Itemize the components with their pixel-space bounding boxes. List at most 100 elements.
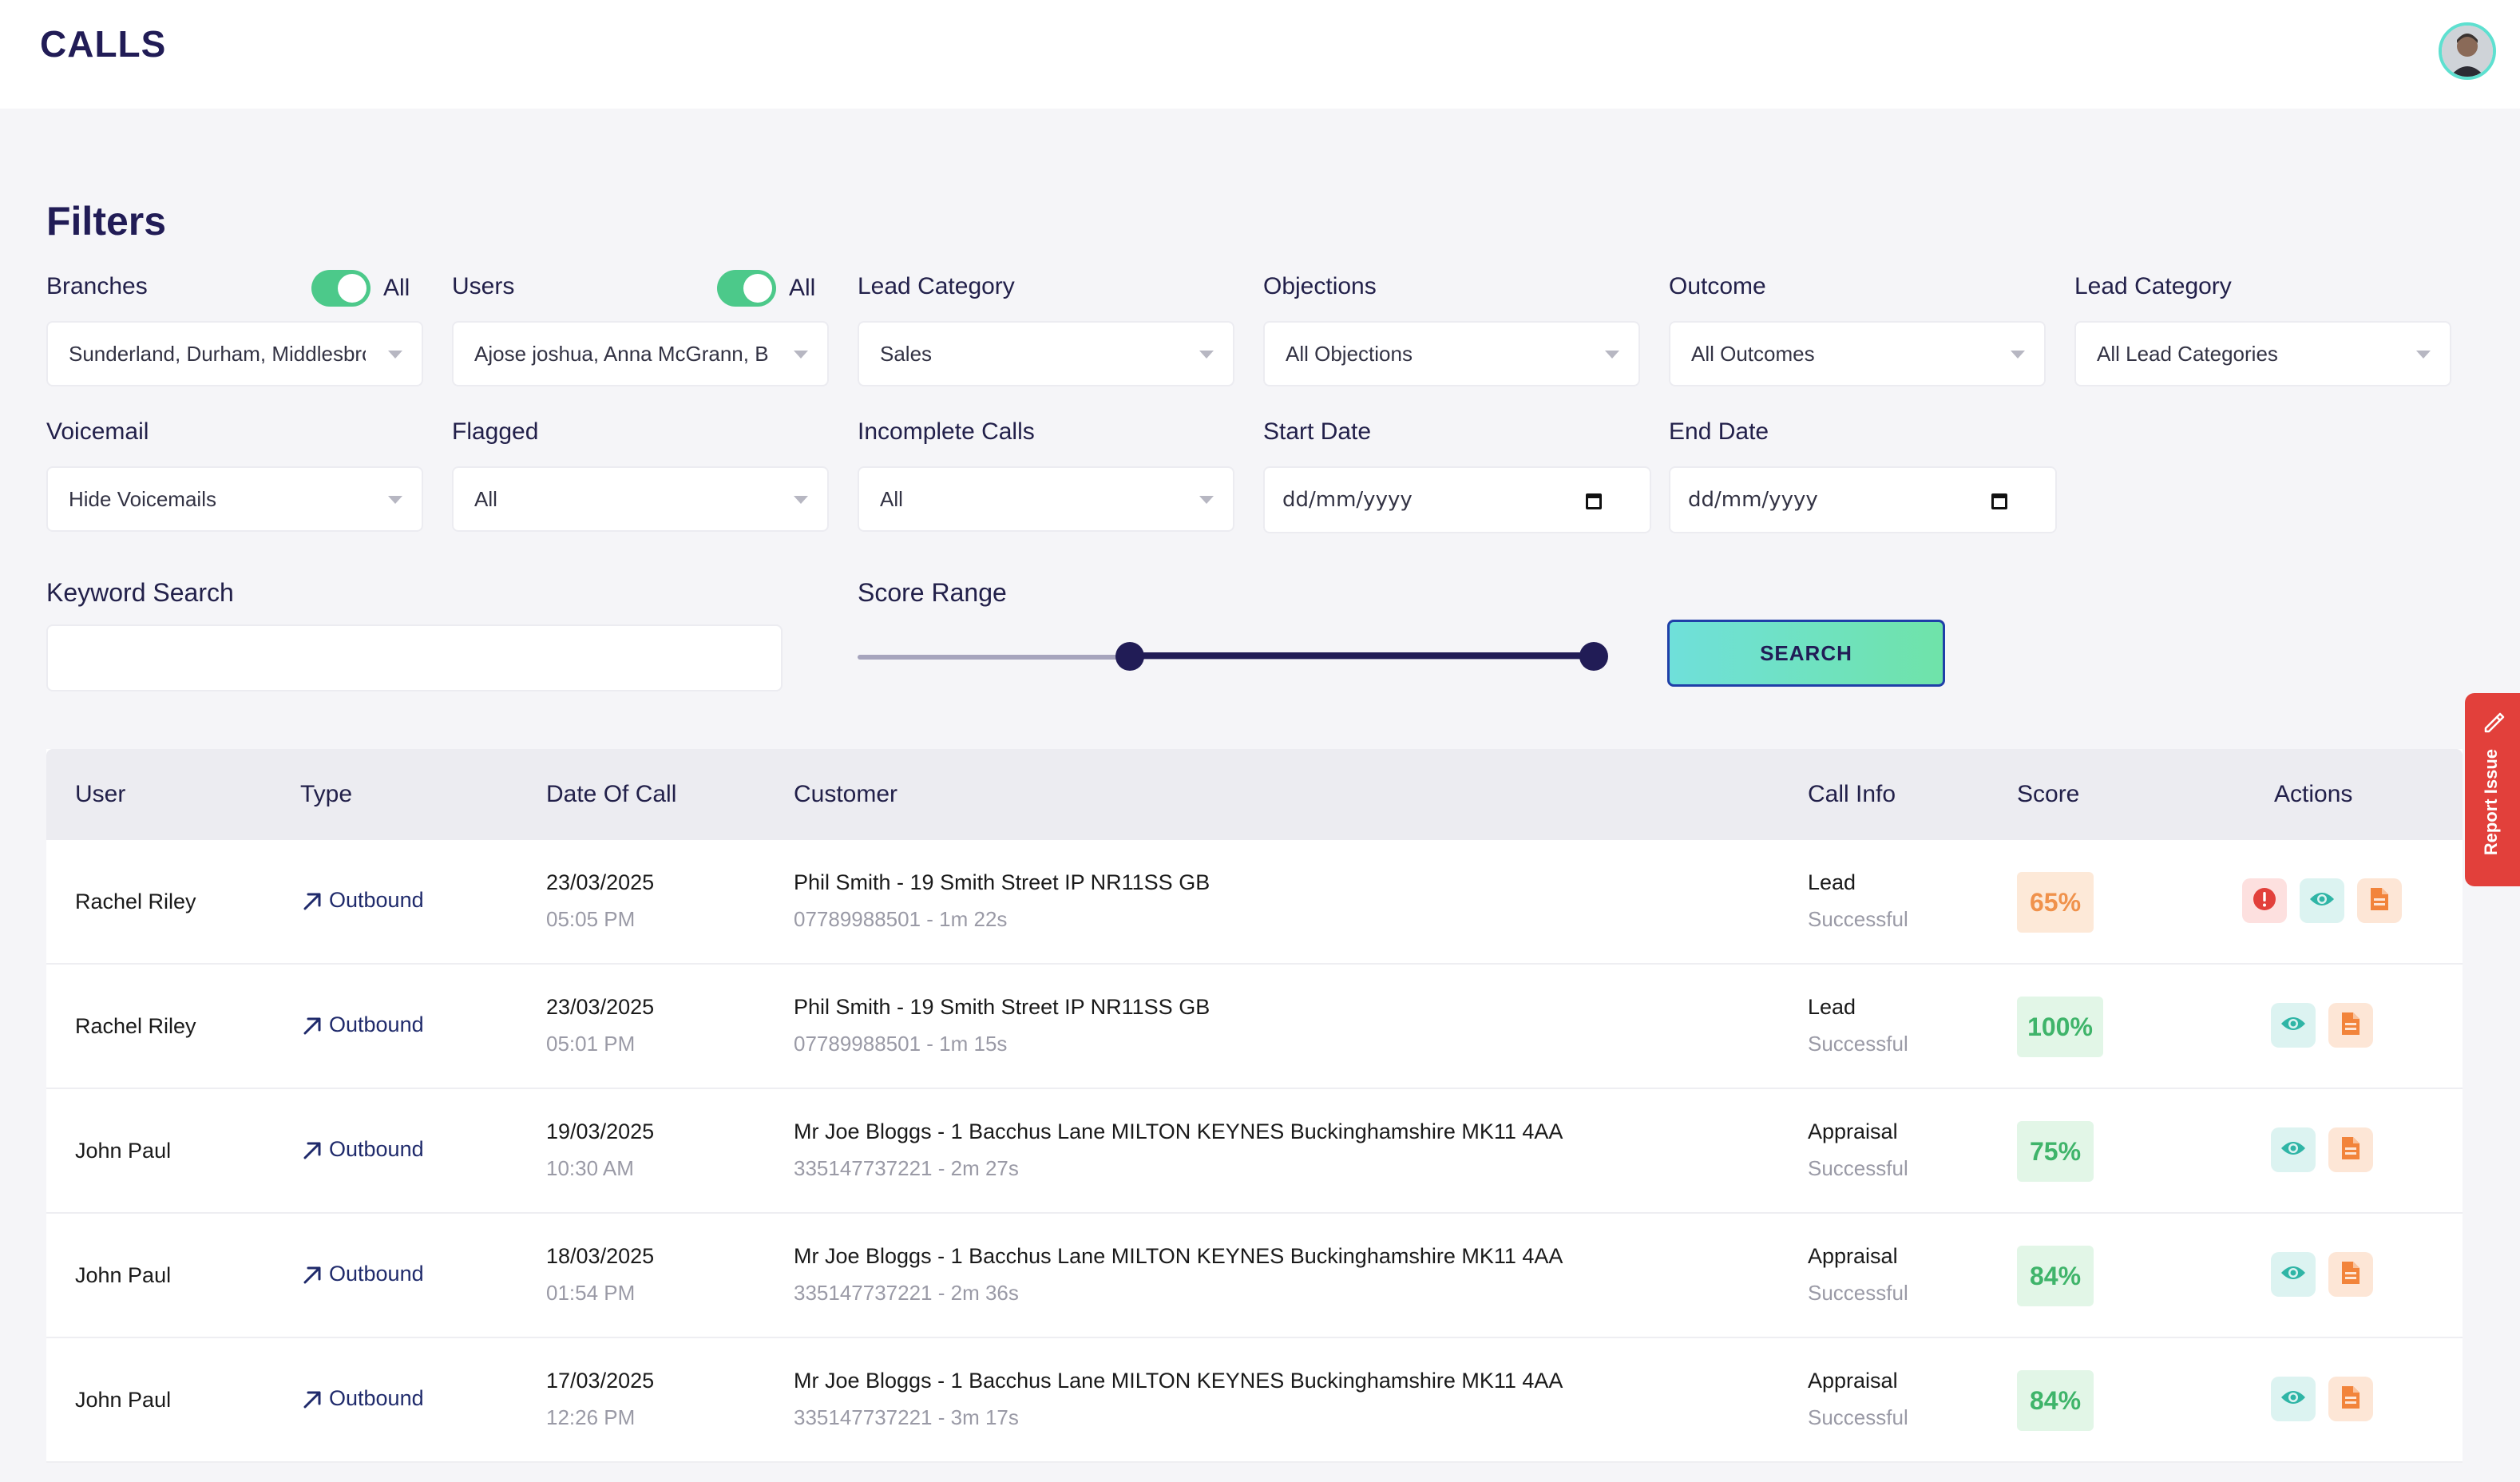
outcome-select[interactable]: All Outcomes	[1669, 321, 2046, 386]
row-call-info: Lead	[1808, 870, 1856, 894]
score-badge: 84%	[2017, 1246, 2094, 1306]
chevron-down-icon	[388, 496, 402, 504]
alert-icon	[2252, 886, 2277, 916]
search-button[interactable]: SEARCH	[1667, 620, 1945, 687]
calendar-icon[interactable]	[1991, 493, 2007, 509]
report-button[interactable]	[2328, 1127, 2373, 1172]
table-row[interactable]: John Paul Outbound 19/03/2025 10:30 AM Mr Jo…	[46, 1089, 2463, 1214]
users-all-toggle[interactable]	[717, 270, 776, 307]
chevron-down-icon	[794, 351, 808, 359]
report-button[interactable]	[2357, 878, 2402, 923]
document-icon	[2340, 1385, 2361, 1414]
report-button[interactable]	[2328, 1377, 2373, 1421]
chevron-down-icon	[2011, 351, 2025, 359]
row-customer-sub: 335147737221 - 2m 27s	[794, 1156, 1019, 1180]
outcome-label: Outcome	[1669, 273, 1766, 299]
row-user: Rachel Riley	[75, 890, 196, 913]
col-score[interactable]: Score	[2017, 781, 2080, 807]
avatar[interactable]	[2439, 22, 2496, 80]
row-type: Outbound	[300, 1137, 424, 1162]
row-type-label: Outbound	[329, 1012, 424, 1036]
lead-category-value: Sales	[880, 341, 933, 366]
arrow-up-right-icon	[303, 1391, 321, 1408]
branches-select[interactable]: Sunderland, Durham, Middlesbrough	[46, 321, 423, 386]
branches-all-toggle[interactable]	[311, 270, 370, 307]
table-row[interactable]: John Paul Outbound 17/03/2025 12:26 PM Mr Jo…	[46, 1338, 2463, 1463]
row-type-label: Outbound	[329, 888, 424, 912]
row-type-label: Outbound	[329, 1262, 424, 1286]
chevron-down-icon	[1605, 351, 1619, 359]
row-time: 05:05 PM	[546, 907, 636, 931]
chevron-down-icon	[388, 351, 402, 359]
voicemail-select[interactable]: Hide Voicemails	[46, 466, 423, 532]
objections-select[interactable]: All Objections	[1263, 321, 1640, 386]
view-call-button[interactable]	[2271, 1252, 2316, 1297]
row-call-status: Successful	[1808, 1032, 1908, 1056]
users-select[interactable]: Ajose joshua, Anna McGrann, B	[452, 321, 829, 386]
arrow-up-right-icon	[303, 1266, 321, 1283]
users-label: Users	[452, 273, 515, 299]
start-date-placeholder: dd/mm/yyyy	[1282, 488, 1413, 512]
lead-category-2-select[interactable]: All Lead Categories	[2074, 321, 2451, 386]
eye-icon	[2280, 1014, 2307, 1037]
score-range-fill	[1130, 652, 1594, 659]
col-user[interactable]: User	[75, 781, 126, 807]
top-bar: CALLS	[0, 0, 2520, 109]
view-call-button[interactable]	[2271, 1377, 2316, 1421]
row-customer: Mr Joe Bloggs - 1 Bacchus Lane MILTON KE…	[794, 1244, 1563, 1268]
view-call-button[interactable]	[2300, 878, 2344, 923]
flagged-select[interactable]: All	[452, 466, 829, 532]
view-call-button[interactable]	[2271, 1003, 2316, 1048]
table-row[interactable]: Rachel Riley Outbound 23/03/2025 05:05 PM Ph…	[46, 840, 2463, 965]
table-row[interactable]: John Paul Outbound 18/03/2025 01:54 PM Mr Jo…	[46, 1214, 2463, 1338]
eye-icon	[2280, 1139, 2307, 1162]
row-type: Outbound	[300, 888, 424, 913]
end-date-label: End Date	[1669, 418, 1769, 445]
report-button[interactable]	[2328, 1003, 2373, 1048]
objections-value: All Objections	[1286, 341, 1413, 366]
report-issue-tab[interactable]: Report Issue	[2465, 693, 2520, 886]
row-user: John Paul	[75, 1263, 172, 1287]
calendar-icon[interactable]	[1586, 493, 1602, 509]
document-icon	[2369, 886, 2390, 916]
score-range-min-handle[interactable]	[1115, 642, 1145, 671]
voicemail-value: Hide Voicemails	[69, 486, 216, 511]
calls-table: User Type Date Of Call Customer Call Inf…	[46, 749, 2463, 1463]
table-row[interactable]: Rachel Riley Outbound 23/03/2025 05:01 PM Ph…	[46, 965, 2463, 1089]
arrow-up-right-icon	[303, 893, 321, 909]
score-badge: 65%	[2017, 872, 2094, 933]
keyword-search-input[interactable]	[46, 624, 783, 691]
chevron-down-icon	[1199, 351, 1214, 359]
score-badge: 100%	[2017, 997, 2103, 1057]
objections-label: Objections	[1263, 273, 1377, 299]
start-date-input[interactable]: dd/mm/yyyy	[1263, 466, 1651, 533]
document-icon	[2340, 1135, 2361, 1165]
lead-category-label: Lead Category	[858, 273, 1015, 299]
flag-alert-button[interactable]	[2242, 878, 2287, 923]
flagged-label: Flagged	[452, 418, 539, 445]
end-date-input[interactable]: dd/mm/yyyy	[1669, 466, 2057, 533]
col-call-info[interactable]: Call Info	[1808, 781, 1896, 807]
start-date-label: Start Date	[1263, 418, 1372, 445]
incomplete-calls-select[interactable]: All	[858, 466, 1234, 532]
score-range-label: Score Range	[858, 578, 1007, 607]
col-date[interactable]: Date Of Call	[546, 781, 677, 807]
document-icon	[2340, 1011, 2361, 1040]
report-button[interactable]	[2328, 1252, 2373, 1297]
view-call-button[interactable]	[2271, 1127, 2316, 1172]
row-type: Outbound	[300, 1012, 424, 1037]
row-call-info: Appraisal	[1808, 1369, 1898, 1393]
row-customer: Mr Joe Bloggs - 1 Bacchus Lane MILTON KE…	[794, 1119, 1563, 1143]
row-type: Outbound	[300, 1262, 424, 1286]
col-type[interactable]: Type	[300, 781, 353, 807]
col-customer[interactable]: Customer	[794, 781, 898, 807]
score-range-max-handle[interactable]	[1579, 642, 1608, 671]
arrow-up-right-icon	[303, 1142, 321, 1159]
incomplete-calls-label: Incomplete Calls	[858, 418, 1035, 445]
users-select-value: Ajose joshua, Anna McGrann, B	[474, 341, 769, 366]
eye-icon	[2280, 1263, 2307, 1286]
row-time: 01:54 PM	[546, 1281, 636, 1305]
lead-category-select[interactable]: Sales	[858, 321, 1234, 386]
col-actions: Actions	[2274, 781, 2353, 807]
row-call-status: Successful	[1808, 907, 1908, 931]
